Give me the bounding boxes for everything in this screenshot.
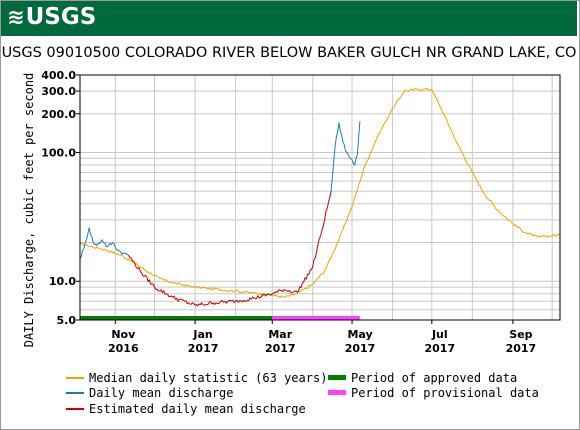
period-bar-provisional [272, 316, 360, 320]
y-tick-label: 200.0 [41, 108, 76, 121]
x-tick-label-year: 2017 [425, 342, 456, 355]
x-tick-label-year: 2017 [265, 342, 296, 355]
grid-lines [80, 75, 560, 320]
legend-swatch-daily [66, 392, 84, 394]
legend: Median daily statistic (63 years) Daily … [66, 371, 566, 425]
x-tick-label-month: Sep [509, 328, 532, 341]
x-tick-label-month: Jan [192, 328, 212, 341]
period-bars [80, 316, 360, 320]
legend-swatch-approved [328, 375, 346, 380]
x-tick-label-month: Nov [111, 328, 136, 341]
series-lines [79, 87, 561, 307]
y-tick-label: 5.0 [57, 314, 77, 327]
legend-swatch-estimated [66, 408, 84, 410]
legend-label-median: Median daily statistic (63 years) [89, 371, 328, 385]
y-tick-label: 400.0 [41, 69, 76, 82]
chart-title: USGS 09010500 COLORADO RIVER BELOW BAKER… [1, 45, 577, 61]
legend-swatch-provisional [328, 390, 346, 395]
y-axis-label: DAILY Discharge, cubic feet per second [22, 73, 36, 348]
legend-label-approved: Period of approved data [351, 371, 518, 385]
median-daily-line [79, 87, 561, 299]
x-tick-label-year: 2017 [188, 342, 219, 355]
estimated-daily-mean-line [127, 191, 332, 307]
legend-label-estimated: Estimated daily mean discharge [89, 402, 306, 416]
plot-area [80, 75, 560, 320]
plot-border [79, 74, 561, 321]
legend-label-daily: Daily mean discharge [89, 386, 234, 400]
y-axis: 5.0 10.0 100.0 200.0 300.0 400.0 [41, 69, 80, 327]
usgs-logo-text: USGS [25, 4, 97, 30]
legend-swatch-median [66, 377, 84, 379]
x-tick-label-month: Mar [268, 328, 292, 341]
y-tick-label: 100.0 [41, 147, 76, 160]
period-bar-approved [80, 316, 273, 320]
usgs-waves-icon: ≋ [7, 5, 25, 29]
x-tick-label-month: Jul [431, 328, 448, 341]
x-tick-label-year: 2017 [506, 342, 537, 355]
x-tick-label-year: 2017 [345, 342, 376, 355]
y-tick-label: 10.0 [49, 275, 76, 288]
x-tick-label-month: May [347, 328, 372, 341]
daily-mean-discharge-line [79, 121, 361, 259]
y-tick-label: 300.0 [41, 85, 76, 98]
usgs-logo[interactable]: ≋USGS [7, 4, 96, 30]
legend-label-provisional: Period of provisional data [351, 386, 539, 400]
x-tick-label-year: 2016 [108, 342, 139, 355]
x-axis: Nov2016Jan2017Mar2017May2017Jul2017Sep20… [108, 320, 536, 355]
usgs-header-bar: ≋USGS [1, 1, 577, 36]
